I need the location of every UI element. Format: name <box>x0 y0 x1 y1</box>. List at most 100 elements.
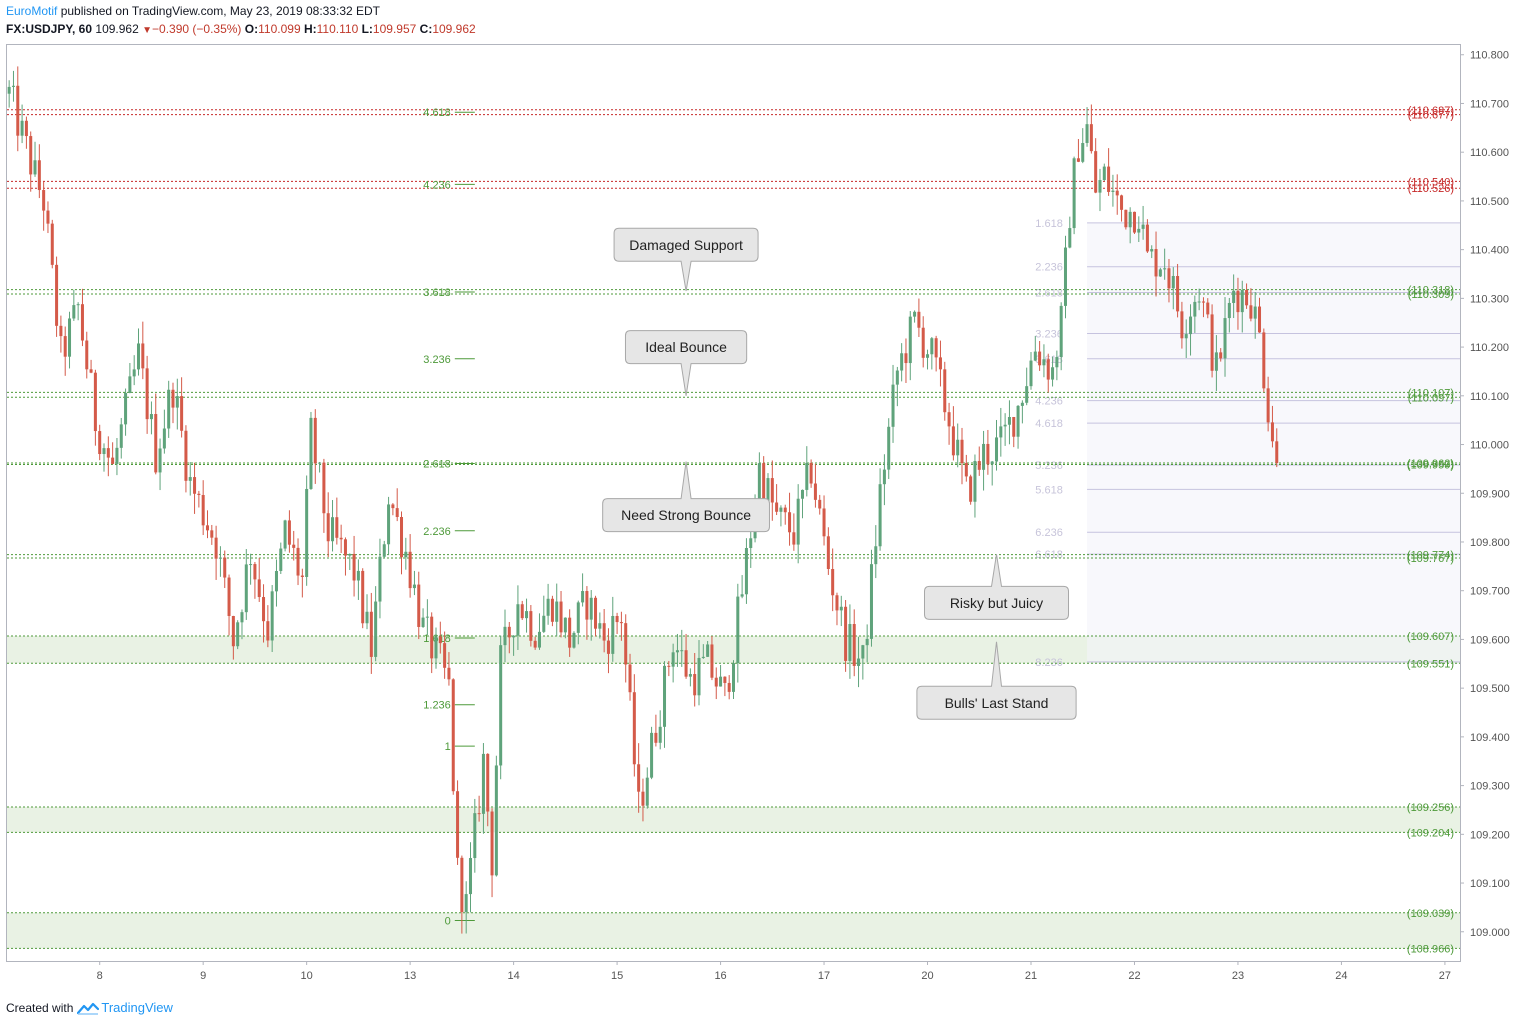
candle-body[interactable] <box>1270 422 1274 442</box>
candle-body[interactable] <box>430 616 434 659</box>
candle-body[interactable] <box>1012 417 1016 437</box>
candle-body[interactable] <box>236 622 240 647</box>
candle-body[interactable] <box>594 597 598 629</box>
candle-body[interactable] <box>50 223 54 265</box>
candle-body[interactable] <box>783 507 787 513</box>
candle-body[interactable] <box>671 652 675 667</box>
candle-body[interactable] <box>1258 306 1262 333</box>
candle-body[interactable] <box>1236 290 1240 313</box>
candle-body[interactable] <box>331 517 335 542</box>
candle-body[interactable] <box>447 667 451 680</box>
candle-body[interactable] <box>1145 224 1149 252</box>
candle-body[interactable] <box>111 457 115 464</box>
candle-body[interactable] <box>218 557 222 559</box>
candle-body[interactable] <box>632 692 636 765</box>
candle-body[interactable] <box>1232 290 1236 303</box>
candle-body[interactable] <box>425 616 429 618</box>
candle-body[interactable] <box>494 765 498 876</box>
candle-body[interactable] <box>231 615 235 647</box>
candle-body[interactable] <box>826 536 830 569</box>
candle-body[interactable] <box>279 548 283 571</box>
candle-body[interactable] <box>1262 332 1266 389</box>
candle-body[interactable] <box>29 136 33 175</box>
candle-body[interactable] <box>72 305 76 319</box>
candle-body[interactable] <box>292 544 296 548</box>
candle-body[interactable] <box>395 508 399 518</box>
candle-body[interactable] <box>697 657 701 696</box>
candle-body[interactable] <box>352 553 356 581</box>
candle-body[interactable] <box>76 304 80 306</box>
candle-body[interactable] <box>675 650 679 653</box>
candle-body[interactable] <box>188 477 192 481</box>
candle-body[interactable] <box>253 564 257 580</box>
candle-body[interactable] <box>378 556 382 602</box>
candle-body[interactable] <box>874 546 878 565</box>
candle-body[interactable] <box>1025 386 1029 403</box>
candle-body[interactable] <box>309 417 313 489</box>
candle-body[interactable] <box>335 517 339 538</box>
candle-body[interactable] <box>986 443 990 465</box>
candle-body[interactable] <box>788 512 792 533</box>
candle-body[interactable] <box>563 617 567 633</box>
candle-body[interactable] <box>1249 305 1253 319</box>
candle-body[interactable] <box>1206 302 1210 315</box>
candle-body[interactable] <box>990 461 994 465</box>
candle-body[interactable] <box>85 340 89 370</box>
candle-body[interactable] <box>951 426 955 456</box>
callout-3[interactable]: Risky but Juicy <box>924 554 1070 620</box>
candle-body[interactable] <box>1094 151 1098 193</box>
candle-body[interactable] <box>908 316 912 364</box>
candle-body[interactable] <box>240 612 244 623</box>
candle-body[interactable] <box>481 753 485 814</box>
candle-body[interactable] <box>1089 124 1093 152</box>
candle-body[interactable] <box>960 439 964 464</box>
candle-body[interactable] <box>917 311 921 328</box>
candle-body[interactable] <box>42 190 46 211</box>
candle-body[interactable] <box>1219 352 1223 359</box>
candle-body[interactable] <box>796 498 800 545</box>
candle-body[interactable] <box>869 564 873 639</box>
candle-body[interactable] <box>525 611 529 619</box>
candle-body[interactable] <box>792 532 796 545</box>
candle-body[interactable] <box>818 499 822 509</box>
candle-body[interactable] <box>1150 249 1154 252</box>
candle-body[interactable] <box>1107 166 1111 192</box>
candle-body[interactable] <box>973 460 977 502</box>
candle-body[interactable] <box>684 650 688 677</box>
candle-body[interactable] <box>861 645 865 659</box>
candle-body[interactable] <box>20 120 24 136</box>
candle-body[interactable] <box>262 597 266 622</box>
candle-body[interactable] <box>878 484 882 547</box>
candle-body[interactable] <box>611 615 615 654</box>
candle-body[interactable] <box>348 553 352 556</box>
candle-body[interactable] <box>805 462 809 490</box>
candle-body[interactable] <box>503 626 507 646</box>
candle-body[interactable] <box>736 596 740 664</box>
candle-body[interactable] <box>205 525 209 531</box>
candle-body[interactable] <box>1154 249 1158 277</box>
candle-body[interactable] <box>369 611 373 657</box>
candle-body[interactable] <box>999 426 1003 438</box>
candle-body[interactable] <box>1111 190 1115 192</box>
candle-body[interactable] <box>650 732 654 778</box>
candle-body[interactable] <box>749 538 753 549</box>
candle-body[interactable] <box>1184 334 1188 339</box>
candle-body[interactable] <box>33 160 37 175</box>
candle-body[interactable] <box>576 602 580 633</box>
candle-body[interactable] <box>223 557 227 578</box>
candle-body[interactable] <box>581 591 585 603</box>
candle-body[interactable] <box>1141 224 1145 229</box>
candle-body[interactable] <box>1158 269 1162 277</box>
candle-body[interactable] <box>124 392 128 425</box>
tradingview-brand[interactable]: TradingView <box>101 1000 173 1015</box>
candle-body[interactable] <box>141 343 145 369</box>
candle-body[interactable] <box>947 412 951 427</box>
candle-body[interactable] <box>7 86 11 94</box>
candle-body[interactable] <box>399 517 404 558</box>
candle-body[interactable] <box>550 598 554 622</box>
candle-body[interactable] <box>167 389 171 429</box>
candle-body[interactable] <box>809 462 813 484</box>
candle-body[interactable] <box>516 604 520 636</box>
candle-body[interactable] <box>624 623 628 665</box>
candle-body[interactable] <box>701 656 705 658</box>
